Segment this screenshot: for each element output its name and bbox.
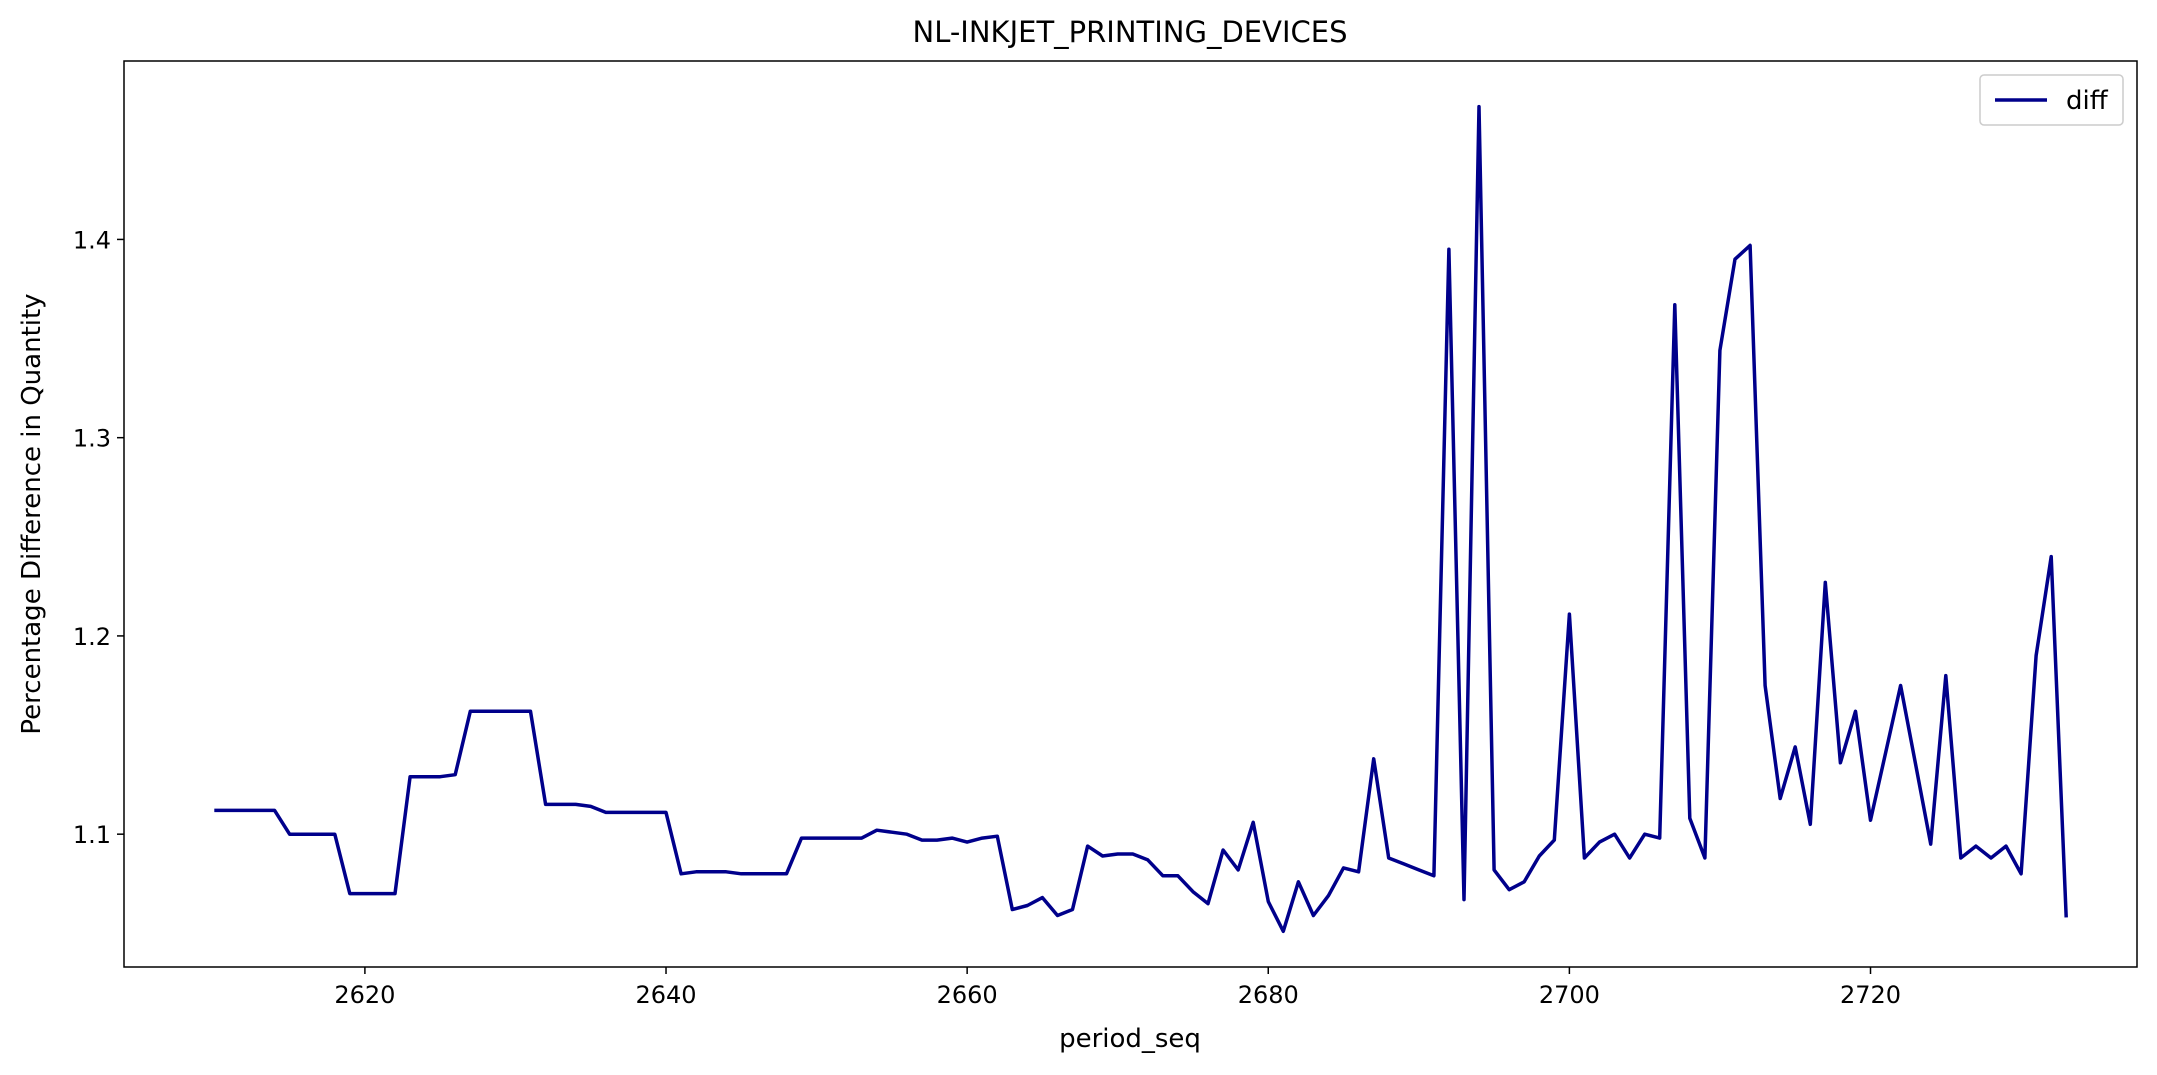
y-tick-label: 1.4 <box>73 226 111 254</box>
chart-title: NL-INKJET_PRINTING_DEVICES <box>913 15 1348 49</box>
x-tick-label: 2640 <box>635 981 696 1009</box>
legend: diff <box>1979 74 2124 126</box>
y-tick-label: 1.2 <box>73 623 111 651</box>
legend-label-diff: diff <box>2066 86 2109 116</box>
x-axis-ticks: 2620 2640 2660 2680 2700 2720 <box>334 967 1901 1009</box>
x-tick-label: 2700 <box>1539 981 1600 1009</box>
series-layer <box>214 104 2068 934</box>
x-tick-label: 2720 <box>1840 981 1901 1009</box>
plot-area-frame <box>123 60 2138 968</box>
y-axis-label: Percentage Difference in Quantity <box>17 293 47 734</box>
x-axis-label: period_seq <box>1059 1024 1201 1054</box>
series-line-diff <box>214 104 2068 934</box>
x-tick-label: 2620 <box>334 981 395 1009</box>
x-tick-label: 2660 <box>937 981 998 1009</box>
y-tick-label: 1.1 <box>73 821 111 849</box>
legend-box <box>1979 74 2124 126</box>
y-tick-label: 1.3 <box>73 425 111 453</box>
y-axis-ticks: 1.1 1.2 1.3 1.4 <box>73 226 124 849</box>
x-tick-label: 2680 <box>1238 981 1299 1009</box>
